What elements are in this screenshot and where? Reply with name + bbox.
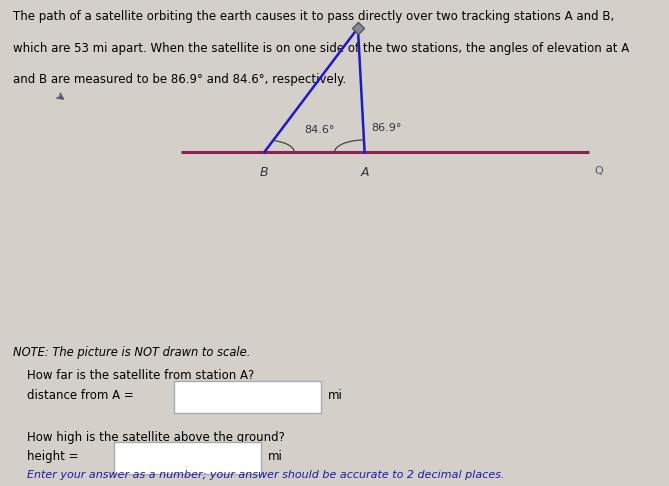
Text: Q: Q — [594, 166, 603, 176]
Text: How far is the satellite from station A?: How far is the satellite from station A? — [27, 369, 254, 382]
Bar — [114, 442, 261, 474]
Text: B: B — [260, 166, 268, 179]
Text: and B are measured to be 86.9° and 84.6°, respectively.: and B are measured to be 86.9° and 84.6°… — [13, 73, 347, 87]
Text: The path of a satellite orbiting the earth causes it to pass directly over two t: The path of a satellite orbiting the ear… — [13, 11, 615, 23]
Text: NOTE: The picture is NOT drawn to scale.: NOTE: The picture is NOT drawn to scale. — [13, 346, 251, 359]
Text: which are 53 mi apart. When the satellite is on one side of the two stations, th: which are 53 mi apart. When the satellit… — [13, 42, 630, 55]
Text: How high is the satellite above the ground?: How high is the satellite above the grou… — [27, 431, 284, 444]
Text: 86.9°: 86.9° — [371, 123, 401, 133]
Text: mi: mi — [268, 451, 282, 463]
Text: 84.6°: 84.6° — [304, 125, 334, 135]
Text: A: A — [361, 166, 369, 179]
Text: Enter your answer as a number; your answer should be accurate to 2 decimal place: Enter your answer as a number; your answ… — [27, 470, 504, 480]
Text: height =: height = — [27, 451, 78, 463]
Text: distance from A =: distance from A = — [27, 389, 134, 402]
Text: mi: mi — [328, 389, 343, 402]
Bar — [174, 381, 321, 413]
